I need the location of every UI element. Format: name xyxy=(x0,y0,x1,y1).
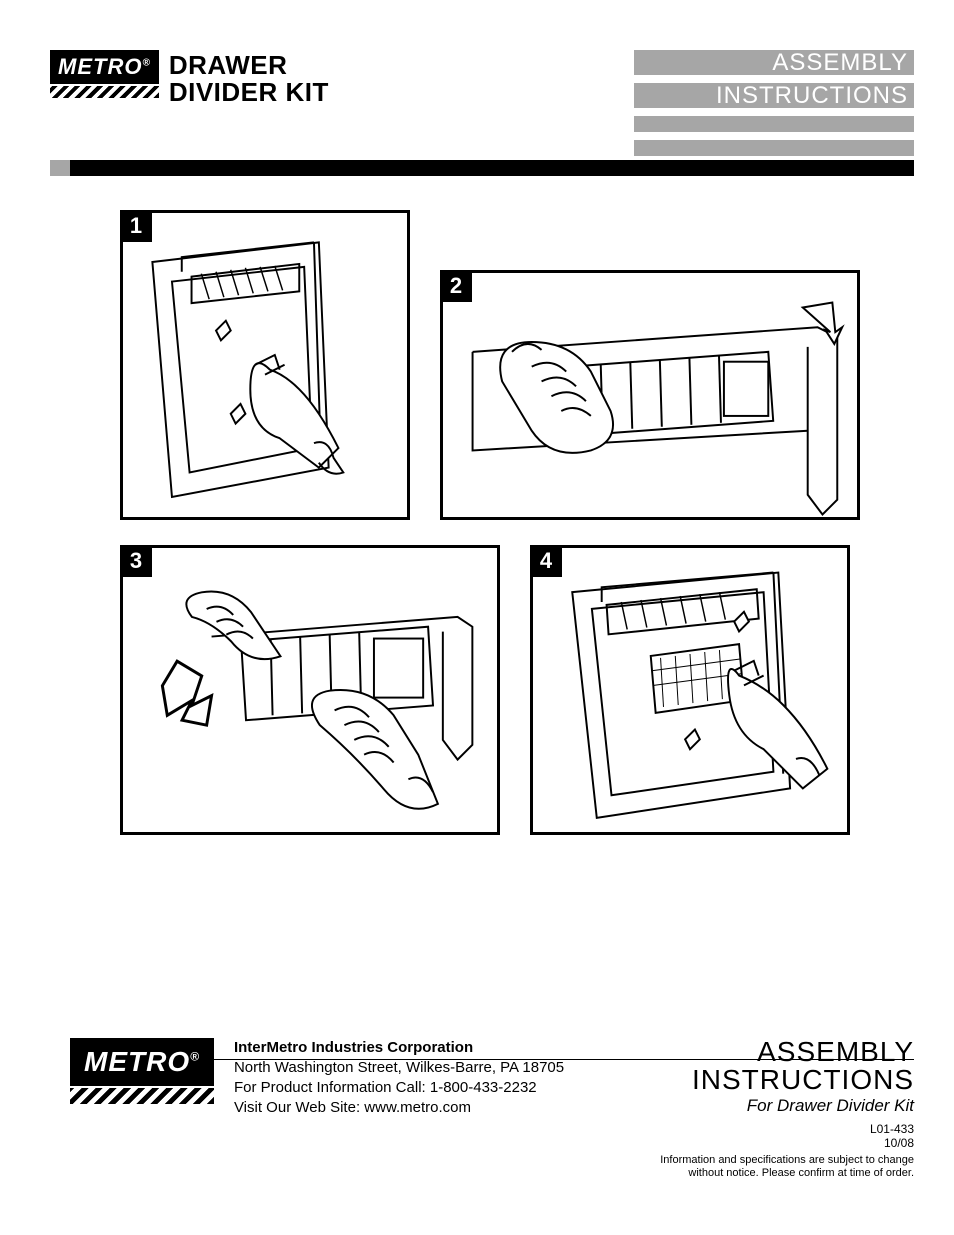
doc-date: 10/08 xyxy=(654,1136,914,1150)
metro-logo-small: METRO® xyxy=(50,50,159,84)
title-line-1: DRAWER xyxy=(169,52,329,79)
header-bar-blank-1 xyxy=(634,116,914,132)
figure-3: 3 xyxy=(120,545,500,835)
footer-assembly: ASSEMBLY xyxy=(654,1038,914,1066)
figure-row-2: 3 4 xyxy=(120,545,914,835)
strip-tab xyxy=(50,160,70,176)
company-web-line: Visit Our Web Site: www.metro.com xyxy=(234,1098,564,1118)
figures-area: 1 xyxy=(0,180,954,835)
page-header: METRO® DRAWER DIVIDER KIT ASSEMBLY INSTR… xyxy=(0,0,954,180)
page-footer: METRO® InterMetro Industries Corporation… xyxy=(70,1038,914,1180)
logo-reg: ® xyxy=(142,58,150,69)
figure-4-number: 4 xyxy=(530,545,562,577)
header-bar-instructions: INSTRUCTIONS xyxy=(634,83,914,108)
logo-text: METRO xyxy=(58,54,142,79)
figure-3-illustration xyxy=(123,548,497,833)
figure-2: 2 xyxy=(440,270,860,520)
figure-1: 1 xyxy=(120,210,410,520)
figure-4-illustration xyxy=(533,548,847,833)
metro-logo-large: METRO® xyxy=(70,1038,214,1086)
figure-row-1: 1 xyxy=(120,210,914,520)
figure-2-number: 2 xyxy=(440,270,472,302)
figure-3-number: 3 xyxy=(120,545,152,577)
footer-logo-text: METRO xyxy=(84,1046,190,1077)
header-bar-blank-2 xyxy=(634,140,914,156)
header-bars: ASSEMBLY INSTRUCTIONS xyxy=(634,50,914,164)
footer-right: ASSEMBLY INSTRUCTIONS For Drawer Divider… xyxy=(654,1038,914,1180)
footer-logo-reg: ® xyxy=(190,1049,200,1063)
title-line-2: DIVIDER KIT xyxy=(169,79,329,106)
company-name: InterMetro Industries Corporation xyxy=(234,1038,564,1058)
figure-1-illustration xyxy=(123,213,407,517)
doc-code: L01-433 xyxy=(654,1122,914,1136)
black-strip xyxy=(70,160,914,176)
footer-subtitle: For Drawer Divider Kit xyxy=(654,1096,914,1116)
company-phone-line: For Product Information Call: 1-800-433-… xyxy=(234,1078,564,1098)
figure-2-illustration xyxy=(443,273,857,519)
disclaimer: Information and specifications are subje… xyxy=(654,1154,914,1180)
figure-4: 4 xyxy=(530,545,850,835)
web-url: www.metro.com xyxy=(364,1099,471,1116)
phone-label: For Product Information Call: xyxy=(234,1079,430,1096)
web-label: Visit Our Web Site: xyxy=(234,1099,364,1116)
product-title: DRAWER DIVIDER KIT xyxy=(169,52,329,107)
figure-1-number: 1 xyxy=(120,210,152,242)
header-bar-assembly: ASSEMBLY xyxy=(634,50,914,75)
company-address: North Washington Street, Wilkes-Barre, P… xyxy=(234,1058,564,1078)
company-info: InterMetro Industries Corporation North … xyxy=(234,1038,564,1119)
footer-instructions: INSTRUCTIONS xyxy=(654,1066,914,1094)
phone-number: 1-800-433-2232 xyxy=(430,1079,537,1096)
footer-left: METRO® InterMetro Industries Corporation… xyxy=(70,1038,564,1119)
